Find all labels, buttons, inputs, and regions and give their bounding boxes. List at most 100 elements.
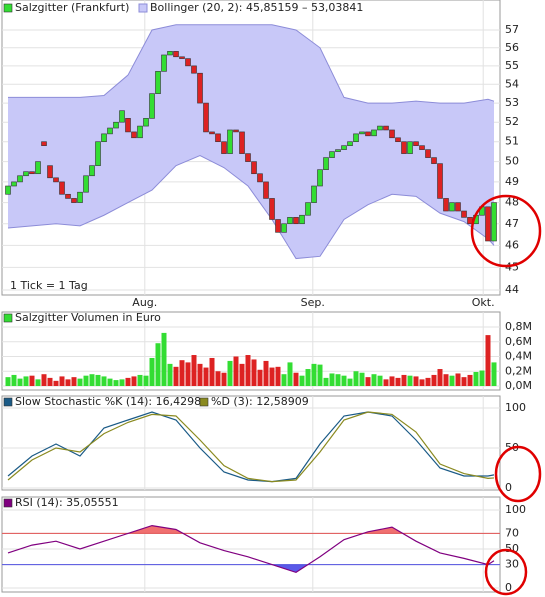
legend-swatch [199, 397, 209, 407]
volume-bar [113, 380, 119, 386]
candle [227, 129, 233, 154]
volume-bar [101, 376, 107, 386]
volume-bar [221, 372, 227, 386]
candle [101, 133, 107, 143]
y-tick-label: 44 [505, 283, 519, 296]
candle [155, 71, 161, 94]
candle [407, 141, 413, 154]
candle [335, 149, 341, 152]
bollinger-lower [7, 155, 495, 260]
candle [107, 127, 113, 135]
volume-bar [425, 377, 431, 386]
series-line [7, 524, 495, 574]
volume-bar [167, 363, 173, 386]
volume-bar [395, 377, 401, 386]
candle [239, 131, 245, 154]
candle [35, 161, 41, 175]
volume-bar [383, 379, 389, 386]
highlight-circle [470, 194, 542, 268]
candle [275, 219, 281, 233]
volume-bar [365, 377, 371, 386]
y-tick-label: 46 [505, 238, 519, 251]
volume-bar [65, 379, 71, 386]
candle [215, 133, 221, 143]
bollinger-band [8, 24, 494, 259]
plot-area [2, 312, 500, 390]
volume-bar [437, 369, 443, 386]
plot-layer: Aug. Sep. Okt.4445464748495051525354555657… [1, 0, 532, 594]
volume-bar [173, 366, 179, 386]
volume-bar [239, 363, 245, 386]
volume-bar [389, 376, 395, 386]
candle [431, 157, 437, 164]
volume-bar [329, 373, 335, 386]
candle [311, 185, 317, 203]
volume-bar [83, 375, 89, 386]
volume-bar [335, 374, 341, 386]
candle [395, 137, 401, 143]
candle [359, 131, 365, 135]
candle [29, 171, 35, 175]
volume-bar [299, 375, 305, 386]
panel: 0,0M 0,2M0,4M 0,6M 0,8M Salzgitter Volumen i… [1, 311, 532, 392]
volume-bar [191, 355, 197, 386]
candle [251, 161, 257, 175]
volume-bar [485, 335, 491, 386]
candle [71, 198, 77, 203]
x-tick-label: Okt. [472, 296, 495, 309]
candle [293, 217, 299, 225]
candle [11, 181, 17, 187]
legend-swatch [3, 498, 13, 508]
candle [389, 129, 395, 139]
volume-bar [263, 360, 269, 386]
candle [197, 72, 203, 104]
volume-bar [47, 377, 53, 386]
volume-bar [317, 364, 323, 386]
volume-bar [449, 375, 455, 386]
candle [485, 206, 491, 242]
candle [53, 177, 59, 183]
series-line [7, 411, 495, 483]
volume-bar [119, 379, 125, 386]
y-tick-label: 57 [505, 23, 519, 36]
y-tick-label: 54 [505, 77, 519, 90]
candle [287, 217, 293, 225]
candle [161, 54, 167, 72]
volume-bar [455, 373, 461, 386]
candle [137, 125, 143, 139]
candle [329, 151, 335, 158]
plot-area [2, 497, 500, 592]
panel-frame [1, 395, 501, 491]
volume-bar [17, 378, 23, 386]
volume-bar [41, 374, 47, 386]
volume-bar [89, 374, 95, 386]
candle [89, 165, 95, 177]
volume-bar [287, 362, 293, 386]
plot-area [2, 396, 500, 490]
candle [209, 131, 215, 135]
candle [65, 193, 71, 199]
volume-bar [203, 367, 209, 386]
volume-bar [137, 374, 143, 386]
candle [425, 149, 431, 158]
y-tick-label: 30 [505, 558, 519, 571]
highlight-circle [484, 548, 528, 596]
candle [299, 214, 305, 225]
volume-bar [155, 343, 161, 386]
candle [377, 125, 383, 131]
volume-bar [419, 379, 425, 386]
volume-bar [293, 372, 299, 386]
y-tick-label: 0,4M [505, 350, 532, 363]
volume-bar [479, 370, 485, 386]
candle [281, 223, 287, 233]
volume-bar [125, 377, 131, 386]
volume-bar [377, 375, 383, 386]
y-tick-label: 52 [505, 115, 519, 128]
volume-bar [227, 360, 233, 386]
y-tick-label: 49 [505, 175, 519, 188]
volume-bar [161, 332, 167, 386]
volume-bar [77, 378, 83, 386]
volume-bar [371, 374, 377, 386]
plot-area [2, 0, 500, 295]
candle [443, 198, 449, 212]
